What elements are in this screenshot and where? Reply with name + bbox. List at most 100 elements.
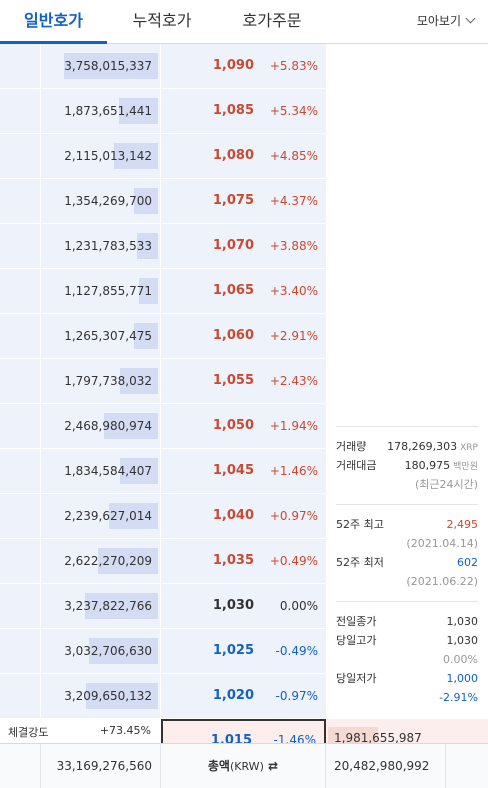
ask-qty-cell[interactable]: 1,265,307,475 xyxy=(41,314,161,359)
ask-rate: +0.97% xyxy=(269,509,318,523)
ask-qty-cell[interactable]: 3,758,015,337 xyxy=(41,44,161,89)
ask-qty-cell[interactable]: 1,231,783,533 xyxy=(41,224,161,269)
ask-qty-cell[interactable]: 2,622,270,209 xyxy=(41,539,161,584)
low52-date: (2021.06.22) xyxy=(406,575,478,588)
tab-general-orderbook[interactable]: 일반호가 xyxy=(0,0,107,44)
ask-empty-cell xyxy=(0,44,41,89)
view-mode-dropdown[interactable]: 모아보기 xyxy=(416,0,476,44)
ask-rate: 0.00% xyxy=(279,599,318,613)
tab-cumulative-orderbook[interactable]: 누적호가 xyxy=(132,11,192,30)
high52-label: 52주 최고 xyxy=(336,518,384,531)
bid-empty-cell xyxy=(446,719,488,743)
view-mode-label: 모아보기 xyxy=(416,14,461,28)
day-high-rate: 0.00% xyxy=(443,653,478,666)
ask-qty-cell[interactable]: 1,354,269,700 xyxy=(41,179,161,224)
ask-qty-cell[interactable]: 1,834,584,407 xyxy=(41,449,161,494)
amount-value: 180,975 xyxy=(404,459,451,472)
ask-rate: +4.85% xyxy=(269,149,318,163)
ask-price: 1,085 xyxy=(212,103,254,118)
ask-row[interactable]: 2,468,980,974 1,050 +1.94% xyxy=(0,404,488,449)
volume-unit: XRP xyxy=(460,443,478,453)
ask-row[interactable]: 2,622,270,209 1,035 +0.49% xyxy=(0,539,488,584)
ask-qty-bar xyxy=(119,98,158,124)
divider xyxy=(336,601,478,602)
ask-price-cell[interactable]: 1,070 +3.88% xyxy=(161,224,326,269)
ask-row[interactable]: 2,239,627,014 1,040 +0.97% xyxy=(0,494,488,539)
ask-qty-cell[interactable]: 3,237,822,766 xyxy=(41,584,161,629)
ask-row[interactable]: 1,834,584,407 1,045 +1.46% xyxy=(0,449,488,494)
current-price: 1,015 xyxy=(210,733,252,743)
ask-price: 1,090 xyxy=(212,58,254,73)
ask-rate: +4.37% xyxy=(269,194,318,208)
ask-qty-bar xyxy=(104,413,158,439)
ask-rate: +0.49% xyxy=(269,554,318,568)
ask-price-cell[interactable]: 1,050 +1.94% xyxy=(161,404,326,449)
ask-row[interactable]: 3,237,822,766 1,030 0.00% xyxy=(0,584,488,629)
ask-price-cell[interactable]: 1,080 +4.85% xyxy=(161,134,326,179)
ask-qty-cell[interactable]: 1,127,855,771 xyxy=(41,269,161,314)
ask-qty: 3,758,015,337 xyxy=(64,59,152,73)
ask-qty-cell[interactable]: 2,239,627,014 xyxy=(41,494,161,539)
ask-row[interactable]: 3,032,706,630 1,025 -0.49% xyxy=(0,629,488,674)
ask-empty-cell xyxy=(0,134,41,179)
ask-qty-cell[interactable]: 1,873,651,441 xyxy=(41,89,161,134)
ask-qty: 2,239,627,014 xyxy=(64,509,152,523)
period-label: (최근24시간) xyxy=(414,478,478,491)
ask-row[interactable]: 1,231,783,533 1,070 +3.88% xyxy=(0,224,488,269)
ask-row[interactable]: 1,127,855,771 1,065 +3.40% xyxy=(0,269,488,314)
total-toggle-button[interactable]: 총액(KRW) ⇄ xyxy=(161,744,326,788)
bid-qty: 1,981,655,987 xyxy=(334,731,422,743)
ask-row[interactable]: 1,265,307,475 1,060 +2.91% xyxy=(0,314,488,359)
footer-empty-cell xyxy=(0,744,41,788)
day-low-value: 1,000 xyxy=(446,672,479,685)
ask-rate: +5.34% xyxy=(269,104,318,118)
ask-price-cell[interactable]: 1,055 +2.43% xyxy=(161,359,326,404)
ask-empty-cell xyxy=(0,314,41,359)
ask-price-cell[interactable]: 1,040 +0.97% xyxy=(161,494,326,539)
ask-qty-bar xyxy=(139,278,158,304)
high52-value: 2,495 xyxy=(446,518,479,531)
ask-empty-cell xyxy=(0,629,41,674)
ask-price-cell[interactable]: 1,035 +0.49% xyxy=(161,539,326,584)
ask-qty-bar xyxy=(64,53,158,79)
ask-price-cell[interactable]: 1,060 +2.91% xyxy=(161,314,326,359)
ask-qty-cell[interactable]: 2,115,013,142 xyxy=(41,134,161,179)
ask-price: 1,055 xyxy=(212,373,254,388)
ask-price: 1,050 xyxy=(212,418,254,433)
ask-price-cell[interactable]: 1,090 +5.83% xyxy=(161,44,326,89)
ask-row[interactable]: 3,758,015,337 1,090 +5.83% xyxy=(0,44,488,89)
prev-close-label: 전일종가 xyxy=(336,615,377,628)
ask-price: 1,030 xyxy=(212,598,254,613)
strength-label: 체결강도 xyxy=(8,726,49,739)
ask-qty: 3,032,706,630 xyxy=(64,644,152,658)
ask-qty: 1,265,307,475 xyxy=(64,329,152,343)
ask-qty-cell[interactable]: 1,797,738,032 xyxy=(41,359,161,404)
ask-price-cell[interactable]: 1,025 -0.49% xyxy=(161,629,326,674)
ask-price-cell[interactable]: 1,045 +1.46% xyxy=(161,449,326,494)
ask-row[interactable]: 3,209,650,132 1,020 -0.97% xyxy=(0,674,488,719)
ask-price-cell[interactable]: 1,085 +5.34% xyxy=(161,89,326,134)
52week-block: 52주 최고 2,495 (2021.04.14) 52주 최저 602 (2021… xyxy=(336,515,478,591)
ask-qty-cell[interactable]: 2,468,980,974 xyxy=(41,404,161,449)
ask-empty-cell xyxy=(0,224,41,269)
current-price-row[interactable]: 1,015 -1.46% xyxy=(161,719,326,743)
tab-orderbook-order[interactable]: 호가주문 xyxy=(242,11,302,30)
ask-qty: 2,115,013,142 xyxy=(64,149,152,163)
low52-label: 52주 최저 xyxy=(336,556,384,569)
ask-row[interactable]: 1,797,738,032 1,055 +2.43% xyxy=(0,359,488,404)
ask-price-cell[interactable]: 1,020 -0.97% xyxy=(161,674,326,719)
ask-empty-cell xyxy=(0,584,41,629)
ask-price-cell[interactable]: 1,065 +3.40% xyxy=(161,269,326,314)
ask-row[interactable]: 2,115,013,142 1,080 +4.85% xyxy=(0,134,488,179)
ask-row[interactable]: 1,873,651,441 1,085 +5.34% xyxy=(0,89,488,134)
amount-label: 거래대금 xyxy=(336,459,377,472)
ask-qty-cell[interactable]: 3,209,650,132 xyxy=(41,674,161,719)
daily-price-block: 전일종가 1,030 당일고가 1,030 0.00% 당일저가 1,000 -2.9… xyxy=(336,612,478,707)
ask-empty-cell xyxy=(0,674,41,719)
ask-price-cell[interactable]: 1,030 0.00% xyxy=(161,584,326,629)
ask-row[interactable]: 1,354,269,700 1,075 +4.37% xyxy=(0,179,488,224)
ask-qty-cell[interactable]: 3,032,706,630 xyxy=(41,629,161,674)
ask-qty-bar xyxy=(86,683,158,709)
bid-qty-cell[interactable]: 1,981,655,987 xyxy=(326,719,446,743)
ask-price-cell[interactable]: 1,075 +4.37% xyxy=(161,179,326,224)
